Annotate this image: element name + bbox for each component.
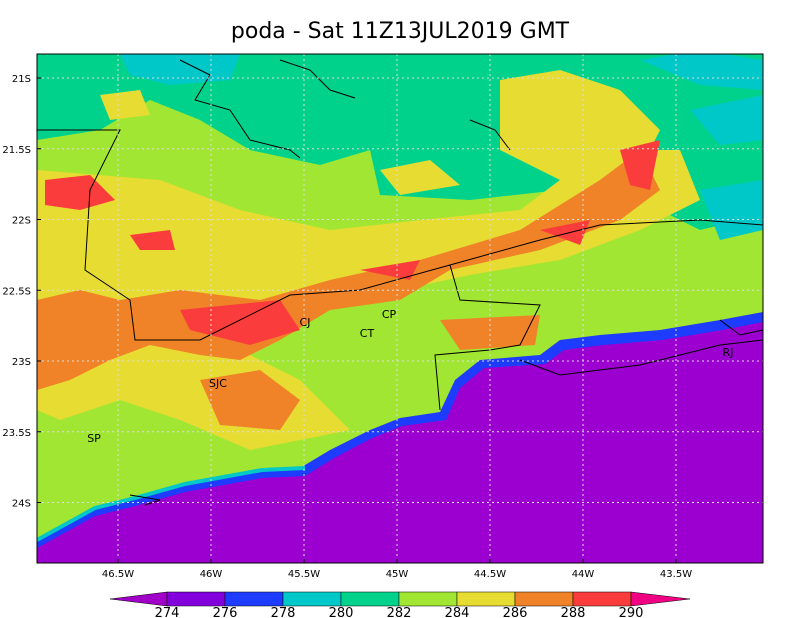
lon-tick-label: 43.5W: [660, 569, 692, 580]
lat-tick-label: 23S: [12, 357, 31, 368]
colorbar-segment: [398, 591, 458, 607]
lat-tick-label: 23.5S: [2, 428, 31, 439]
lon-tick-label: 46.5W: [102, 569, 134, 580]
lon-tick-label: 45.5W: [288, 569, 320, 580]
temperature-field: [37, 54, 763, 563]
lat-tick-label: 21S: [12, 74, 31, 85]
place-label: CJ: [300, 316, 311, 329]
colorbar-label: 284: [445, 606, 470, 618]
place-label: SJC: [209, 377, 227, 390]
place-label: CP: [382, 308, 397, 321]
colorbar-segment: [282, 591, 342, 607]
place-label: CT: [360, 327, 375, 340]
colorbar-segment: [456, 591, 516, 607]
colorbar-label: 282: [387, 606, 412, 618]
lat-tick-label: 24S: [12, 499, 31, 510]
map-frame: [36, 53, 764, 564]
colorbar-segment: [109, 591, 168, 607]
colorbar-label: 288: [561, 606, 586, 618]
lon-tick-label: 44W: [572, 569, 595, 580]
colorbar-label: 286: [503, 606, 528, 618]
colorbar-label: 274: [155, 606, 180, 618]
colorbar-segment: [224, 591, 284, 607]
lat-tick-label: 22S: [12, 216, 31, 227]
colorbar-segment: [630, 591, 691, 607]
colorbar-segment: [340, 591, 400, 607]
lat-tick-label: 22.5S: [2, 286, 31, 297]
colorbar: 274 276 278 280 282 284 286 288 290: [109, 591, 691, 618]
colorbar-label: 280: [329, 606, 354, 618]
place-label: RJ: [723, 346, 734, 359]
lon-tick-label: 45W: [386, 569, 409, 580]
colorbar-label: 276: [213, 606, 238, 618]
colorbar-segment: [514, 591, 574, 607]
lat-tick-label: 21.5S: [2, 145, 31, 156]
graticule: [37, 54, 763, 563]
lon-tick-label: 44.5W: [474, 569, 506, 580]
place-label: SP: [87, 432, 101, 445]
lon-tick-label: 46W: [200, 569, 223, 580]
colorbar-label: 278: [271, 606, 296, 618]
colorbar-label: 290: [619, 606, 644, 618]
colorbar-segment: [572, 591, 632, 607]
title: poda - Sat 11Z13JUL2019 GMT: [231, 19, 570, 44]
colorbar-segment: [166, 591, 226, 607]
